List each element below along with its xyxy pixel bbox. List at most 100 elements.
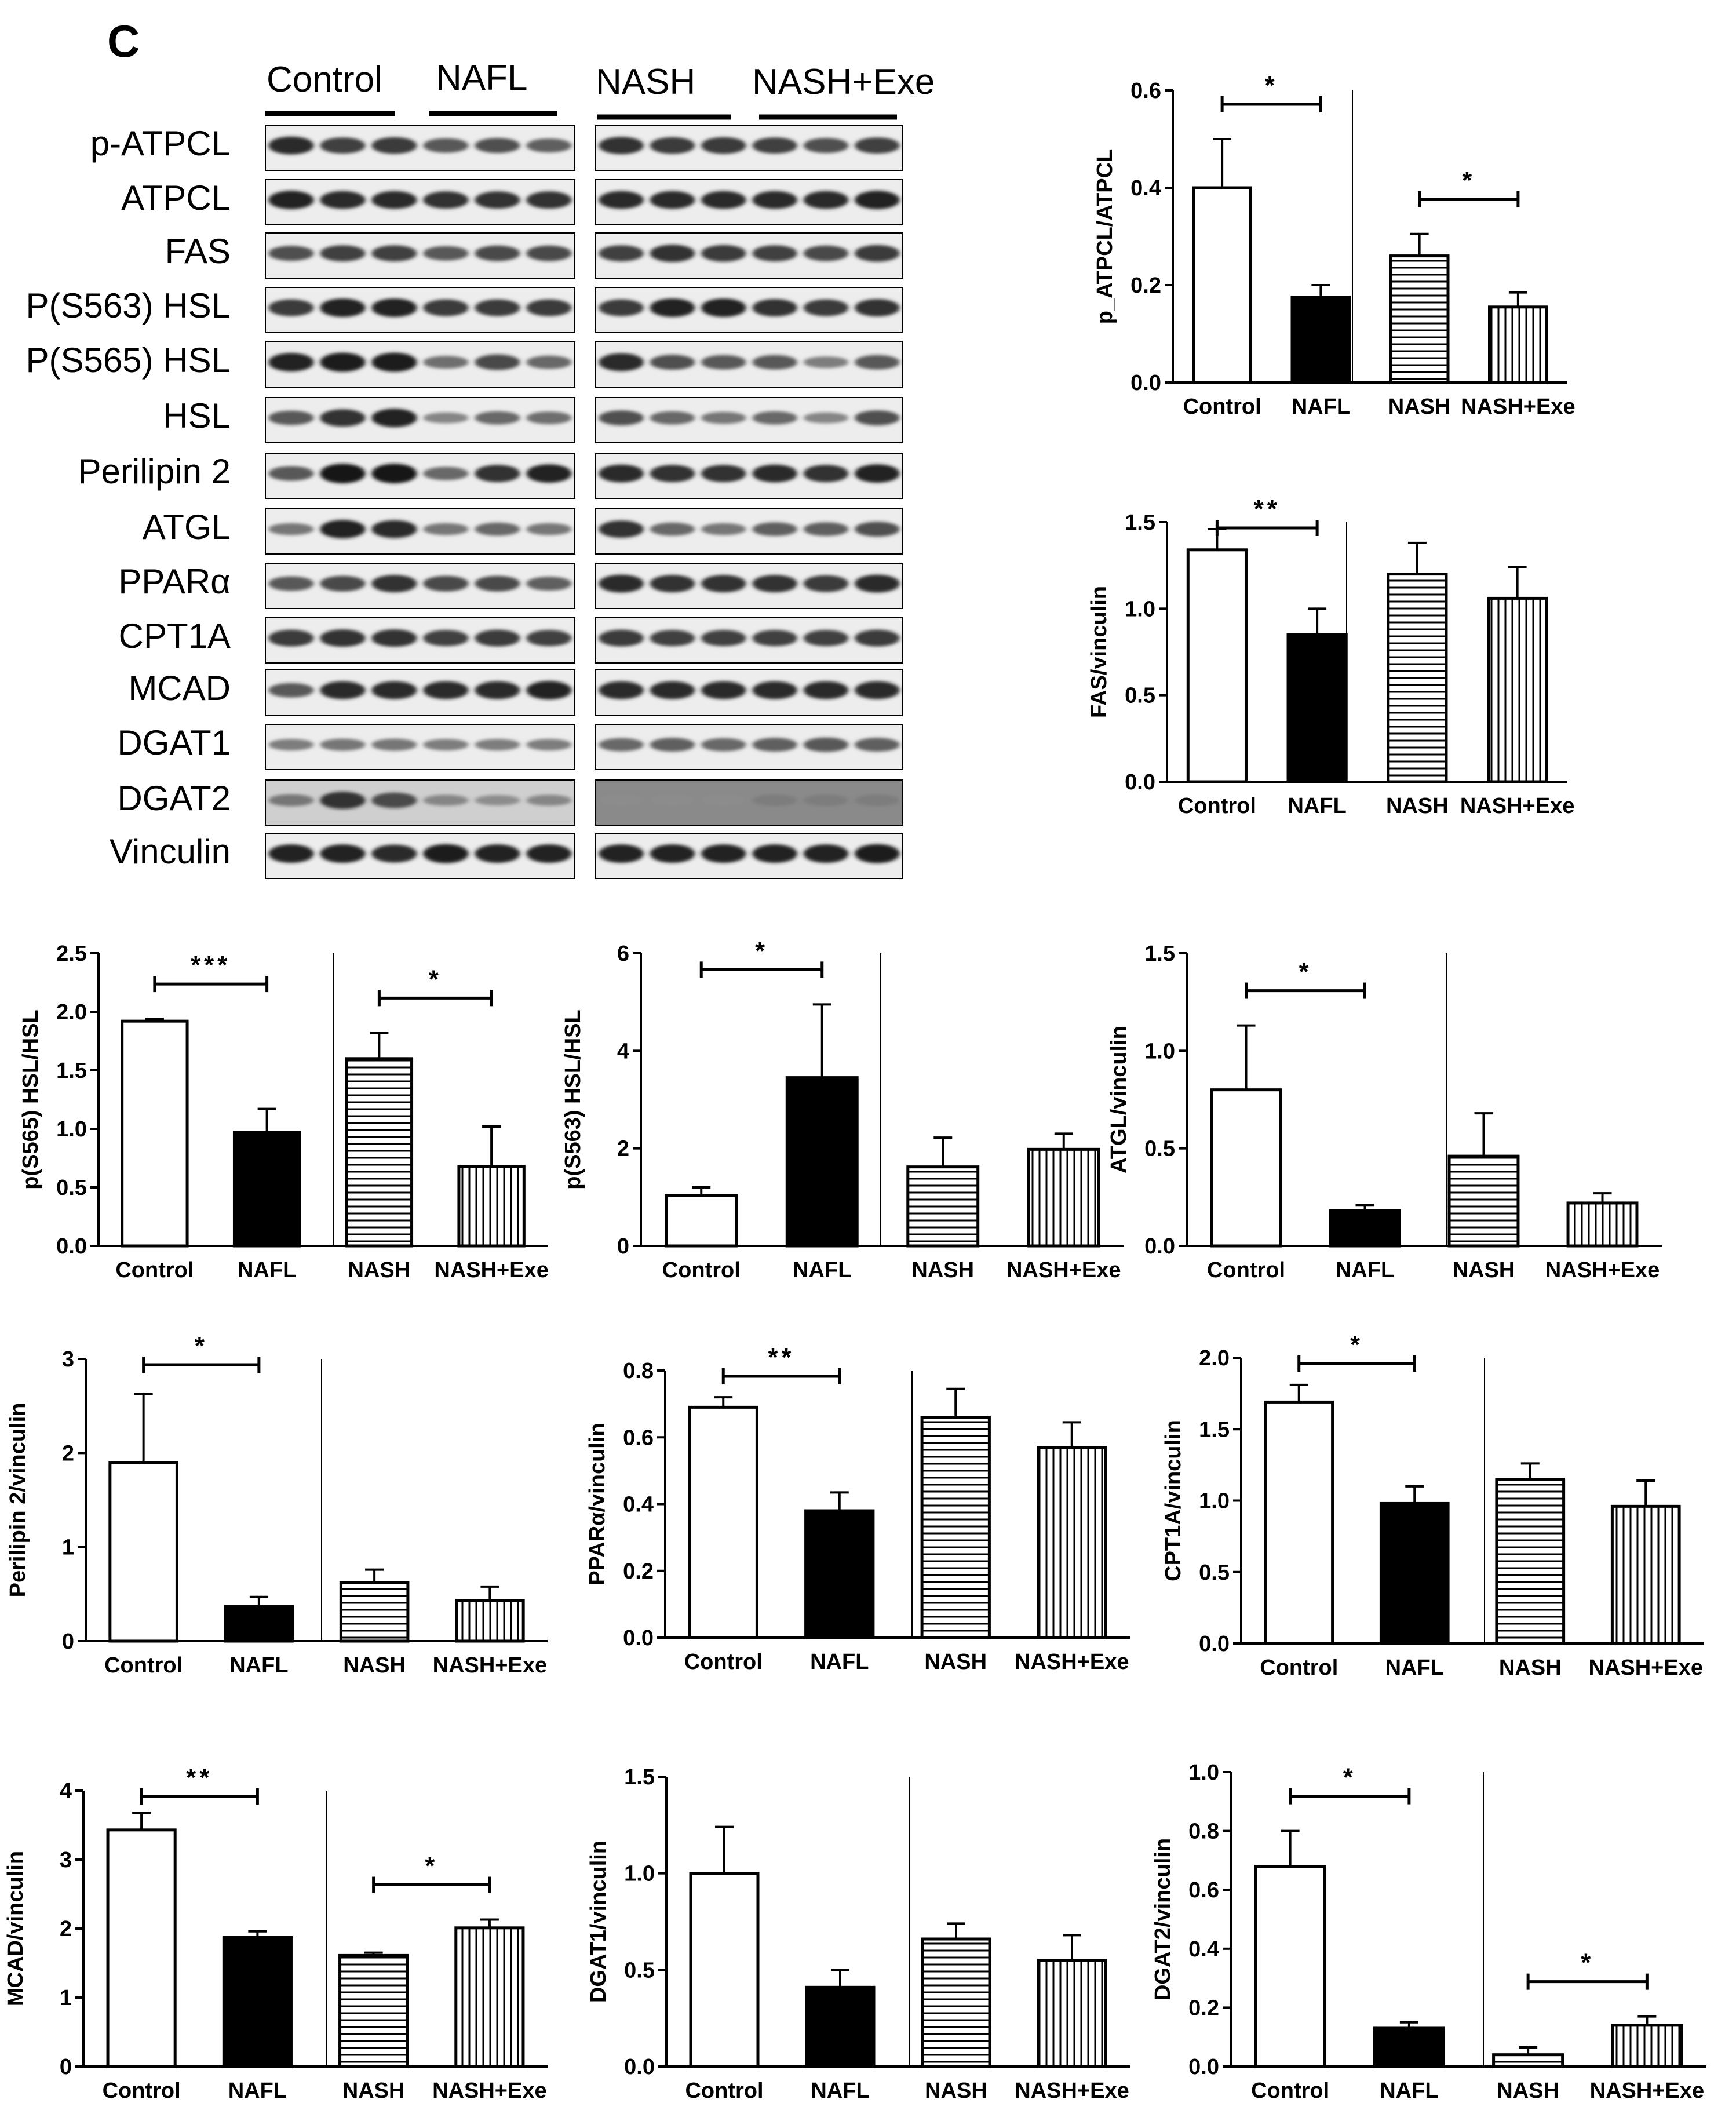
x-tick-label: NAFL — [810, 1650, 869, 1674]
blot-band — [650, 738, 695, 752]
blot-panel — [595, 724, 903, 770]
blot-band — [320, 352, 366, 372]
blot-band — [268, 136, 314, 155]
blot-band — [475, 739, 520, 751]
y-tick-label: 0.0 — [1188, 2055, 1219, 2079]
x-tick-label: NASH+Exe — [1460, 794, 1574, 818]
y-tick-label: 2.0 — [56, 1000, 87, 1025]
y-tick-label: 2 — [617, 1137, 629, 1161]
blot-band — [371, 298, 417, 318]
blot-panel — [595, 232, 903, 279]
blot-row-label: DGAT1 — [117, 723, 231, 762]
y-axis-label: CPT1A/vinculin — [1161, 1420, 1186, 1581]
blot-row-atpcl: ATPCL — [121, 178, 903, 225]
blot-band — [320, 681, 366, 699]
chart-atgl-vinculin: 0.0 0.5 1.0 1.5 ATGL/vinculin Control NAFL NASH… — [1107, 942, 1662, 1282]
y-tick-label: 0.0 — [1125, 770, 1155, 794]
y-tick-label: 0.5 — [1125, 684, 1155, 708]
blot-band — [803, 138, 849, 154]
significance-label: * — [755, 936, 768, 965]
chart-cpt1a-vinculin: 0.0 0.5 1.0 1.5 2.0 CPT1A/vinculin Control NAFL… — [1161, 1331, 1704, 1680]
y-tick-label: 3 — [62, 1347, 74, 1372]
y-axis-label: MCAD/vinculin — [3, 1851, 28, 2006]
y-tick-label: 0.0 — [624, 2055, 655, 2079]
x-tick-label: NASH+Exe — [1015, 2079, 1129, 2103]
bar-control — [106, 1828, 177, 2068]
blot-panel — [265, 125, 575, 171]
chart-p-s563-hsl-hsl: 0 2 4 6 p(S563) HSL/HSL Control NAFL NASH NASH+E… — [561, 936, 1124, 1282]
x-tick-label: Control — [685, 2079, 763, 2103]
blot-band — [701, 575, 746, 593]
blot-band — [475, 681, 520, 699]
blot-band — [320, 520, 366, 539]
blot-band — [423, 575, 469, 592]
blot-band — [423, 299, 469, 316]
significance-label: * — [1299, 958, 1312, 986]
bar-nafl — [232, 1131, 301, 1248]
blot-band — [526, 411, 572, 425]
x-tick-label: NAFL — [238, 1258, 296, 1282]
blot-band — [701, 681, 746, 699]
y-tick-label: 0.6 — [623, 1426, 654, 1450]
blot-band — [475, 465, 520, 483]
blot-band — [803, 465, 849, 483]
blot-band — [423, 844, 469, 863]
bar-nash — [1387, 573, 1448, 783]
blot-band — [526, 681, 572, 700]
significance-label: * — [1265, 71, 1278, 100]
blot-row-label: Vinculin — [110, 832, 231, 871]
blot-panel — [265, 508, 575, 555]
blot-band — [854, 299, 900, 317]
y-tick-label: 0.2 — [1130, 274, 1161, 298]
y-tick-label: 4 — [617, 1039, 629, 1063]
blot-band — [854, 574, 900, 593]
bar-nash — [339, 1581, 410, 1643]
blot-band — [701, 245, 746, 262]
blot-band — [701, 191, 746, 209]
blot-band — [701, 795, 746, 806]
y-tick-label: 0.6 — [1130, 79, 1161, 103]
blot-band — [599, 574, 644, 593]
x-tick-label: NASH+Exe — [1545, 1258, 1660, 1282]
x-tick-label: NAFL — [229, 1653, 288, 1678]
blot-band — [320, 464, 366, 484]
blot-row-label: P(S565) HSL — [26, 341, 231, 380]
blot-band — [268, 523, 314, 535]
blot-group-label-nash: NASH — [596, 62, 695, 102]
blot-band — [423, 138, 469, 153]
blot-band — [371, 844, 417, 863]
bar-nash-exe — [1037, 1959, 1107, 2068]
blot-band — [423, 523, 469, 535]
blot-band — [803, 299, 849, 316]
blot-band — [752, 738, 798, 752]
blot-band — [650, 681, 695, 699]
bar-nash-exe — [457, 1165, 526, 1248]
blot-band — [599, 738, 644, 752]
y-tick-label: 1 — [60, 1986, 72, 2010]
blot-band — [526, 739, 572, 751]
bar-nafl — [1286, 633, 1348, 783]
bar-nash — [921, 1937, 991, 2068]
blot-band — [599, 191, 644, 209]
blot-row-mcad: MCAD — [128, 669, 903, 716]
y-tick-label: 4 — [60, 1779, 72, 1803]
y-tick-label: 3 — [60, 1848, 72, 1872]
y-tick-label: 0.0 — [1199, 1632, 1230, 1656]
bar-nash-exe — [1566, 1201, 1639, 1248]
chart-fas-vinculin: 0.0 0.5 1.0 1.5 FAS/vinculin Control NAFL NASH N… — [1087, 495, 1574, 818]
blot-band — [650, 411, 695, 425]
blot-panel — [595, 179, 903, 225]
x-tick-label: NAFL — [793, 1258, 851, 1282]
bar-nafl — [1329, 1209, 1401, 1248]
x-tick-label: NASH+Exe — [434, 1258, 548, 1282]
blot-row-label: ATGL — [143, 508, 231, 546]
blot-row-hsl: HSL — [163, 396, 903, 443]
x-tick-label: Control — [115, 1258, 194, 1282]
blot-band — [526, 191, 572, 209]
bar-control — [689, 1872, 760, 2068]
y-tick-label: 6 — [617, 942, 629, 966]
blot-row-label: P(S563) HSL — [26, 286, 231, 325]
blot-band — [650, 191, 695, 209]
bar-control — [1254, 1865, 1326, 2068]
blot-band — [752, 794, 798, 807]
